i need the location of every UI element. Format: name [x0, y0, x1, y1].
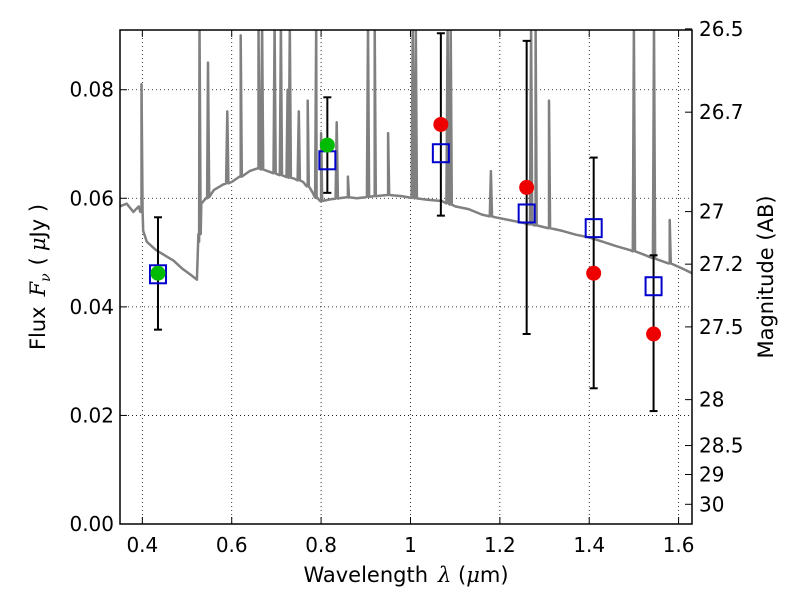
y-tick-label: 0.02	[69, 403, 114, 427]
magnitude-tick-label: 30	[699, 492, 724, 516]
x-tick-label: 0.6	[216, 533, 248, 557]
y-tick-label: 0.06	[69, 186, 114, 210]
green-points	[150, 137, 335, 281]
magnitude-tick-label: 27.5	[699, 315, 744, 339]
error-bars	[153, 32, 658, 413]
y-tick-label: 0.04	[69, 295, 114, 319]
magnitude-tick-label: 28.5	[699, 434, 744, 458]
y-axis-label: FluxFν(μJy )	[26, 204, 54, 350]
x-tick-label: 0.4	[126, 533, 158, 557]
plot-frame	[119, 29, 693, 525]
red-point	[519, 179, 535, 195]
model-spectrum-line	[120, 30, 692, 281]
x-tick-label: 1.4	[573, 533, 605, 557]
green-point	[319, 137, 335, 153]
model-flux-square	[517, 203, 536, 224]
model-flux-square	[431, 143, 450, 164]
magnitude-axis-ticks: 26.5 26.7 27 27.2 27.5 28 28.5 29 30	[685, 17, 744, 516]
y-axis-ticks: 0.00 0.02 0.04 0.06 0.08	[69, 78, 127, 536]
x-tick-label: 1.6	[663, 533, 695, 557]
model-spectrum	[120, 30, 692, 281]
red-point	[433, 116, 449, 132]
y-tick-label: 0.00	[69, 512, 114, 536]
x-tick-label: 1.2	[484, 533, 516, 557]
red-point	[586, 265, 602, 281]
x-axis-label: Wavelength λ (μm)	[303, 563, 508, 587]
model-flux-square	[584, 218, 603, 239]
magnitude-tick-label: 28	[699, 388, 724, 412]
magnitude-tick-label: 27	[699, 200, 724, 224]
x-tick-label: 0.8	[305, 533, 337, 557]
grid-lines	[120, 30, 692, 524]
y-tick-label: 0.08	[69, 78, 114, 102]
magnitude-axis-label: Magnitude (AB)	[754, 195, 778, 358]
red-point	[646, 326, 662, 342]
model-flux-square	[148, 264, 167, 285]
red-points	[433, 116, 662, 342]
magnitude-tick-label: 26.5	[699, 17, 744, 41]
x-axis-ticks: 0.4 0.6 0.8 1 1.2 1.4 1.6	[126, 30, 695, 557]
magnitude-tick-label: 29	[699, 462, 724, 486]
green-point	[150, 265, 166, 281]
magnitude-tick-label: 26.7	[699, 100, 744, 124]
x-tick-label: 1	[404, 533, 417, 557]
model-flux-square	[644, 276, 663, 297]
magnitude-tick-label: 27.2	[699, 252, 744, 276]
